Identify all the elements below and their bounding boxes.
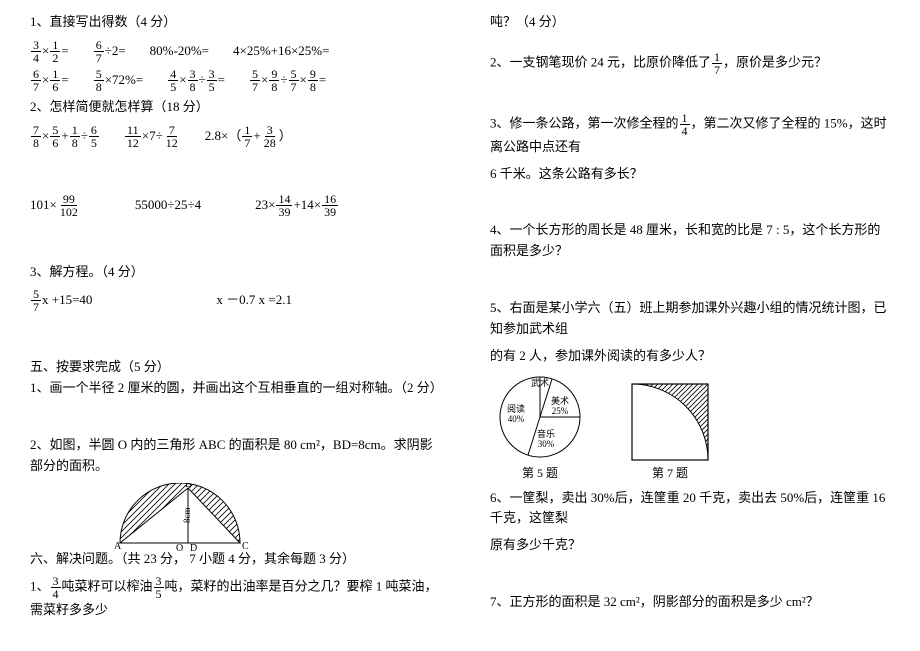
square-figure: 第 7 题 <box>630 382 710 483</box>
expr: 34×12= <box>30 39 69 64</box>
q2-row2: 101×99102 55000÷25÷4 23×1439+14×1639 <box>30 193 440 218</box>
r6b: 原有多少千克？ <box>490 535 890 556</box>
sec5-q2: 2、如图，半圆 O 内的三角形 ABC 的面积是 80 cm²，BD=8cm。求… <box>30 435 440 477</box>
expr: 57×98÷57×98= <box>249 68 326 93</box>
r3c: 6 千米。这条公路有多长？ <box>490 164 890 185</box>
svg-text:25%: 25% <box>552 406 569 416</box>
sec5-title: 五、按要求完成（5 分） <box>30 357 440 378</box>
r6a: 6、一筐梨，卖出 30%后，连筐重 20 千克，卖出去 50%后，连筐重 16 … <box>490 488 890 530</box>
expr: 101×99102 <box>30 193 81 218</box>
svg-text:30%: 30% <box>538 439 555 449</box>
svg-text:B: B <box>185 483 192 490</box>
expr: 67×16= <box>30 68 69 93</box>
expr: 45×38÷35= <box>167 68 225 93</box>
expr: 23×1439+14×1639 <box>255 193 339 218</box>
figures-row: 武术 阅读 40% 美术 25% 音乐 30% 第 5 题 第 7 题 <box>490 372 890 483</box>
r3: 3、修一条公路，第一次修全程的14，第二次又修了全程的 15%，这时离公路中点还… <box>490 112 890 158</box>
q1-title: 1、直接写出得数（4 分） <box>30 12 440 33</box>
expr: 57 x +15=40 <box>30 288 92 313</box>
expr: 1112×7÷712 <box>124 124 181 149</box>
caption-5: 第 5 题 <box>522 464 558 483</box>
q2-row1: 78×56+18÷65 1112×7÷712 2.8×（17+328） <box>30 124 440 149</box>
sec6-q1: 1、34吨菜籽可以榨油35吨，菜籽的出油率是百分之几？要榨 1 吨菜油，需菜籽多… <box>30 575 440 621</box>
q1-row1: 34×12= 67÷2= 80%-20%= 4×25%+16×25%= <box>30 39 440 64</box>
expr: 80%-20%= <box>150 41 209 62</box>
left-column: 1、直接写出得数（4 分） 34×12= 67÷2= 80%-20%= 4×25… <box>0 0 460 651</box>
r7: 7、正方形的面积是 32 cm²，阴影部分的面积是多少 cm²？ <box>490 592 890 613</box>
semicircle-figure: A B C O D 8cm <box>110 483 440 553</box>
expr: 67÷2= <box>93 39 126 64</box>
svg-text:8cm: 8cm <box>182 507 192 523</box>
svg-text:40%: 40% <box>508 414 525 424</box>
r2: 2、一支钢笔现价 24 元，比原价降低了17，原价是多少元？ <box>490 51 890 76</box>
r0: 吨？（4 分） <box>490 12 890 33</box>
r5b: 的有 2 人，参加课外阅读的有多少人？ <box>490 346 890 367</box>
svg-text:阅读: 阅读 <box>507 403 525 414</box>
svg-text:武术: 武术 <box>531 377 549 388</box>
q2-title: 2、怎样简便就怎样算（18 分） <box>30 97 440 118</box>
q3-title: 3、解方程。（4 分） <box>30 262 440 283</box>
expr: 4×25%+16×25%= <box>233 41 329 62</box>
expr: 78×56+18÷65 <box>30 124 100 149</box>
svg-text:美术: 美术 <box>551 395 569 406</box>
expr: x －0.7 x =2.1 <box>216 290 292 311</box>
expr: 58×72%= <box>93 68 144 93</box>
q1-row2: 67×16= 58×72%= 45×38÷35= 57×98÷57×98= <box>30 68 440 93</box>
q3-row: 57 x +15=40 x －0.7 x =2.1 <box>30 288 440 313</box>
sec6-title: 六、解决问题。（共 23 分， 7 小题 4 分，其余每题 3 分） <box>30 549 440 570</box>
svg-text:音乐: 音乐 <box>537 428 555 439</box>
expr: 2.8×（17+328） <box>205 124 292 149</box>
r5a: 5、右面是某小学六（五）班上期参加课外兴趣小组的情况统计图，已知参加武术组 <box>490 298 890 340</box>
right-column: 吨？（4 分） 2、一支钢笔现价 24 元，比原价降低了17，原价是多少元？ 3… <box>460 0 920 651</box>
pie-figure: 武术 阅读 40% 美术 25% 音乐 30% 第 5 题 <box>490 372 590 483</box>
expr: 55000÷25÷4 <box>135 195 201 216</box>
r4: 4、一个长方形的周长是 48 厘米，长和宽的比是 7 : 5，这个长方形的面积是… <box>490 220 890 262</box>
caption-7: 第 7 题 <box>652 464 688 483</box>
sec5-q1: 1、画一个半径 2 厘米的圆，并画出这个互相垂直的一组对称轴。（2 分） <box>30 378 440 399</box>
